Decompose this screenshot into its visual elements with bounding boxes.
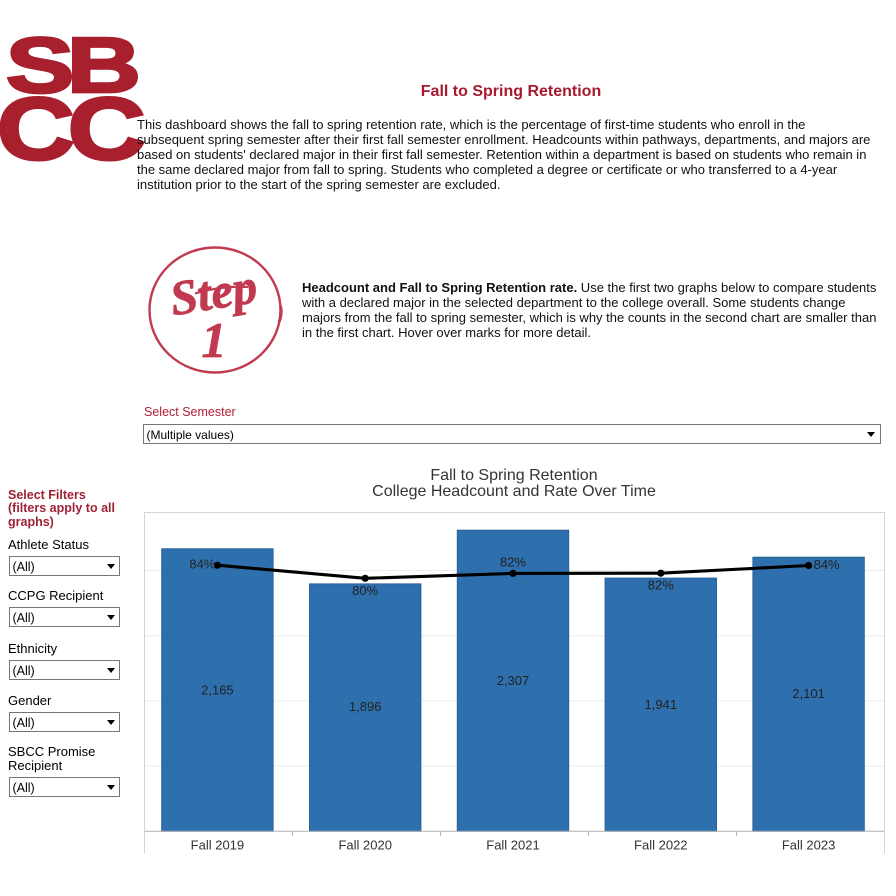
svg-text:84%: 84% — [189, 557, 215, 572]
svg-text:82%: 82% — [500, 555, 526, 570]
svg-text:1: 1 — [202, 312, 227, 368]
svg-text:1,896: 1,896 — [349, 699, 382, 714]
svg-text:Step: Step — [166, 258, 261, 326]
svg-text:2,101: 2,101 — [792, 686, 825, 701]
svg-text:2,165: 2,165 — [201, 683, 234, 698]
svg-text:Fall 2020: Fall 2020 — [338, 838, 391, 853]
svg-text:Fall 2022: Fall 2022 — [634, 838, 687, 853]
svg-text:Fall 2021: Fall 2021 — [486, 838, 539, 853]
svg-text:Fall 2019: Fall 2019 — [191, 838, 244, 853]
svg-text:2,307: 2,307 — [497, 673, 530, 688]
svg-text:Fall 2023: Fall 2023 — [782, 838, 835, 853]
svg-text:82%: 82% — [648, 578, 674, 593]
svg-text:84%: 84% — [814, 557, 840, 572]
svg-text:1,941: 1,941 — [645, 697, 678, 712]
svg-text:80%: 80% — [352, 583, 378, 598]
